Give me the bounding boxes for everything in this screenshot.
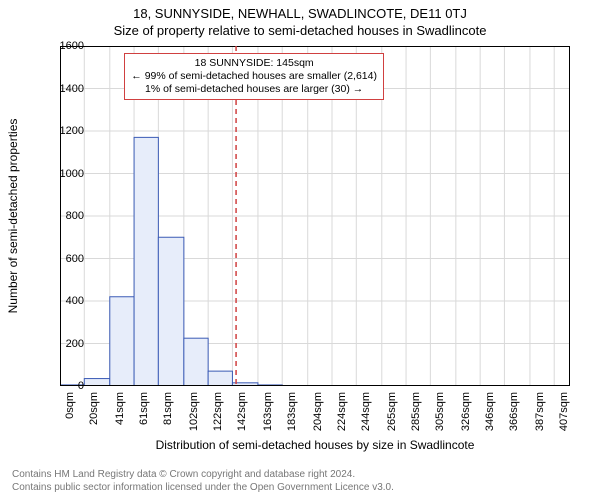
x-tick-label: 244sqm: [360, 392, 372, 442]
histogram-bar: [184, 338, 208, 386]
x-tick-label: 204sqm: [312, 392, 324, 442]
x-tick-label: 0sqm: [64, 392, 76, 442]
figure-supertitle: 18, SUNNYSIDE, NEWHALL, SWADLINCOTE, DE1…: [0, 0, 600, 21]
x-tick-label: 61sqm: [138, 392, 150, 442]
y-tick-label: 1000: [44, 168, 84, 180]
histogram-bar: [110, 297, 134, 386]
footer-line-1: Contains HM Land Registry data © Crown c…: [12, 469, 588, 482]
x-tick-label: 122sqm: [212, 392, 224, 442]
footer-attribution: Contains HM Land Registry data © Crown c…: [12, 469, 588, 494]
annotation-line-1: 18 SUNNYSIDE: 145sqm: [131, 57, 377, 70]
y-tick-label: 1600: [44, 40, 84, 52]
x-tick-label: 142sqm: [236, 392, 248, 442]
y-axis-label: Number of semi-detached properties: [6, 46, 22, 386]
x-tick-label: 326sqm: [460, 392, 472, 442]
figure-title: Size of property relative to semi-detach…: [0, 21, 600, 42]
annotation-line-3: 1% of semi-detached houses are larger (3…: [131, 83, 377, 96]
annotation-box: 18 SUNNYSIDE: 145sqm ← 99% of semi-detac…: [124, 53, 384, 100]
y-tick-label: 1200: [44, 125, 84, 137]
histogram-bar: [84, 379, 110, 386]
y-tick-label: 200: [44, 338, 84, 350]
x-tick-label: 81sqm: [162, 392, 174, 442]
x-tick-label: 305sqm: [434, 392, 446, 442]
y-tick-label: 400: [44, 295, 84, 307]
x-tick-label: 346sqm: [484, 392, 496, 442]
x-tick-label: 285sqm: [410, 392, 422, 442]
x-tick-label: 183sqm: [286, 392, 298, 442]
x-tick-label: 163sqm: [262, 392, 274, 442]
x-tick-label: 41sqm: [114, 392, 126, 442]
histogram-bar: [134, 137, 158, 386]
x-tick-label: 387sqm: [534, 392, 546, 442]
y-tick-label: 0: [44, 380, 84, 392]
x-tick-label: 265sqm: [386, 392, 398, 442]
figure: 18, SUNNYSIDE, NEWHALL, SWADLINCOTE, DE1…: [0, 0, 600, 500]
x-tick-label: 366sqm: [508, 392, 520, 442]
y-tick-label: 600: [44, 253, 84, 265]
x-tick-label: 20sqm: [88, 392, 100, 442]
y-tick-label: 800: [44, 210, 84, 222]
x-tick-label: 102sqm: [188, 392, 200, 442]
x-tick-label: 407sqm: [558, 392, 570, 442]
annotation-line-2: ← 99% of semi-detached houses are smalle…: [131, 70, 377, 83]
x-tick-label: 224sqm: [336, 392, 348, 442]
chart-area: 18 SUNNYSIDE: 145sqm ← 99% of semi-detac…: [60, 46, 570, 386]
y-tick-label: 1400: [44, 83, 84, 95]
footer-line-2: Contains public sector information licen…: [12, 482, 588, 495]
histogram-bar: [158, 237, 184, 386]
histogram-bar: [208, 371, 232, 386]
